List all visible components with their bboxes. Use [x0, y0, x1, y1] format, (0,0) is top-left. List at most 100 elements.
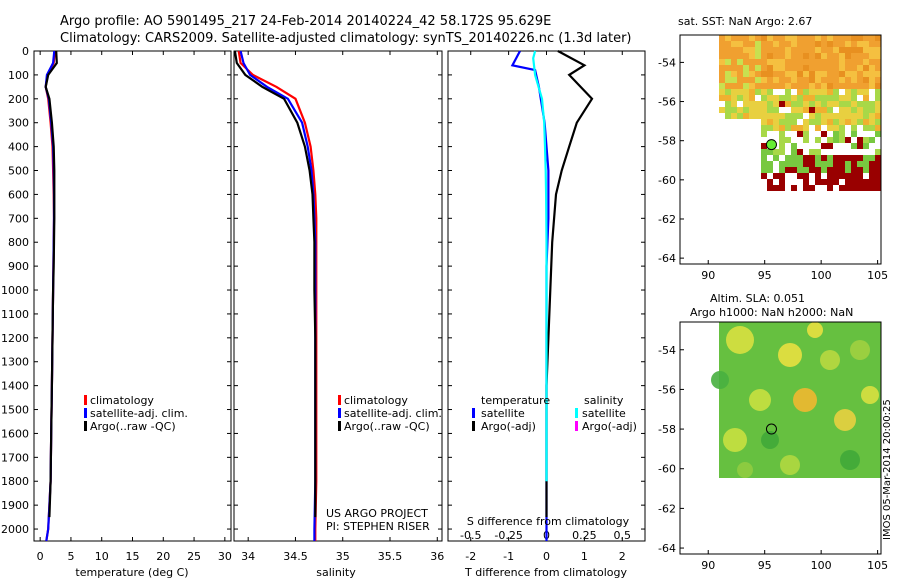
- map-lat-label: -62: [658, 213, 676, 226]
- sst-cell: [857, 77, 863, 83]
- sst-cell: [761, 47, 767, 53]
- sst-cell: [863, 167, 869, 173]
- sst-cell: [863, 53, 869, 59]
- salinity-xlabel: salinity: [316, 566, 356, 579]
- sst-cell: [839, 119, 845, 125]
- x-tick-label: 35: [336, 550, 350, 563]
- sst-cell: [851, 47, 857, 53]
- sst-cell: [785, 89, 791, 95]
- sst-cell: [773, 41, 779, 47]
- sst-cell: [803, 65, 809, 71]
- sst-map-frame: [679, 34, 882, 265]
- sst-cell: [821, 161, 827, 167]
- sst-cell: [833, 113, 839, 119]
- sst-cell: [737, 83, 743, 89]
- sst-cell: [761, 89, 767, 95]
- sst-cell: [797, 113, 803, 119]
- sla-anomaly-blob: [840, 450, 860, 470]
- sst-cell: [857, 101, 863, 107]
- map-lat-label: -62: [658, 502, 676, 515]
- sst-cell: [797, 101, 803, 107]
- sst-cell: [857, 65, 863, 71]
- sst-cell: [863, 41, 869, 47]
- sst-cell: [851, 89, 857, 95]
- sst-cell: [755, 41, 761, 47]
- sst-cell: [863, 119, 869, 125]
- sst-cell: [827, 119, 833, 125]
- sst-map-axes: -54 -56 -58 -60 -62 -64 90 95 100 105: [658, 56, 888, 282]
- sst-cell: [875, 107, 881, 113]
- sst-cell: [797, 155, 803, 161]
- sst-cell: [827, 179, 833, 185]
- sst-cell: [737, 107, 743, 113]
- sst-cell: [827, 53, 833, 59]
- sst-cell: [725, 47, 731, 53]
- sst-cell: [719, 77, 725, 83]
- sst-cell: [815, 83, 821, 89]
- sst-cell: [779, 113, 785, 119]
- sst-cell: [857, 107, 863, 113]
- sst-cell: [719, 83, 725, 89]
- sst-cell: [857, 83, 863, 89]
- sst-cell: [779, 47, 785, 53]
- sst-cell: [839, 47, 845, 53]
- sst-cell: [797, 125, 803, 131]
- depth-tick-label: 1600: [1, 427, 29, 440]
- sst-cell: [869, 35, 875, 41]
- sst-cell: [827, 143, 833, 149]
- sst-cell: [833, 95, 839, 101]
- sst-cell: [815, 125, 821, 131]
- salinity-x-axis: 34 34.5 35 35.5 36: [241, 51, 444, 563]
- sst-cell: [785, 59, 791, 65]
- sst-cell: [869, 65, 875, 71]
- sst-cell: [851, 65, 857, 71]
- sst-cell: [875, 149, 881, 155]
- series-line-argo-raw-qc: [44, 50, 58, 518]
- sst-cell: [749, 95, 755, 101]
- sla-anomaly-blob: [820, 350, 840, 370]
- sst-cell: [863, 71, 869, 77]
- sst-cell: [719, 59, 725, 65]
- sst-cell: [743, 89, 749, 95]
- sst-cell: [749, 53, 755, 59]
- sst-cell: [779, 179, 785, 185]
- sst-cell: [773, 125, 779, 131]
- sst-cell: [725, 101, 731, 107]
- sst-cell: [791, 53, 797, 59]
- sst-cell: [821, 65, 827, 71]
- sst-cell: [791, 101, 797, 107]
- sst-cell: [779, 53, 785, 59]
- difference-legend: temperature salinity satellite Argo(-adj…: [472, 394, 637, 433]
- depth-tick-label: 400: [8, 141, 29, 154]
- sst-cell: [725, 35, 731, 41]
- temperature-legend: climatology satellite-adj. clim. Argo(..…: [84, 394, 188, 433]
- sst-cell: [731, 35, 737, 41]
- sst-cell: [791, 125, 797, 131]
- sst-cell: [737, 89, 743, 95]
- sst-cell: [785, 101, 791, 107]
- sst-cell: [875, 125, 881, 131]
- map-lon-label: 95: [758, 269, 772, 282]
- legend-swatch-satellite: [84, 408, 87, 418]
- sst-cell: [833, 173, 839, 179]
- sst-cell: [773, 59, 779, 65]
- sst-cell: [785, 77, 791, 83]
- sst-cell: [821, 101, 827, 107]
- temperature-xlabel: temperature (deg C): [75, 566, 188, 579]
- sst-cell: [809, 149, 815, 155]
- legend-label-satellite: satellite-adj. clim.: [90, 407, 188, 420]
- sst-cell: [857, 155, 863, 161]
- sst-cell: [839, 155, 845, 161]
- sst-cell: [875, 35, 881, 41]
- sst-cell: [857, 161, 863, 167]
- sst-cell: [833, 47, 839, 53]
- sst-cell: [863, 125, 869, 131]
- sst-cell: [851, 179, 857, 185]
- sst-cell: [785, 155, 791, 161]
- sst-cell: [761, 131, 767, 137]
- sst-cell: [749, 65, 755, 71]
- sst-cell: [809, 83, 815, 89]
- sst-cell: [737, 113, 743, 119]
- sst-cell: [845, 35, 851, 41]
- legend-label-climatology: climatology: [344, 394, 408, 407]
